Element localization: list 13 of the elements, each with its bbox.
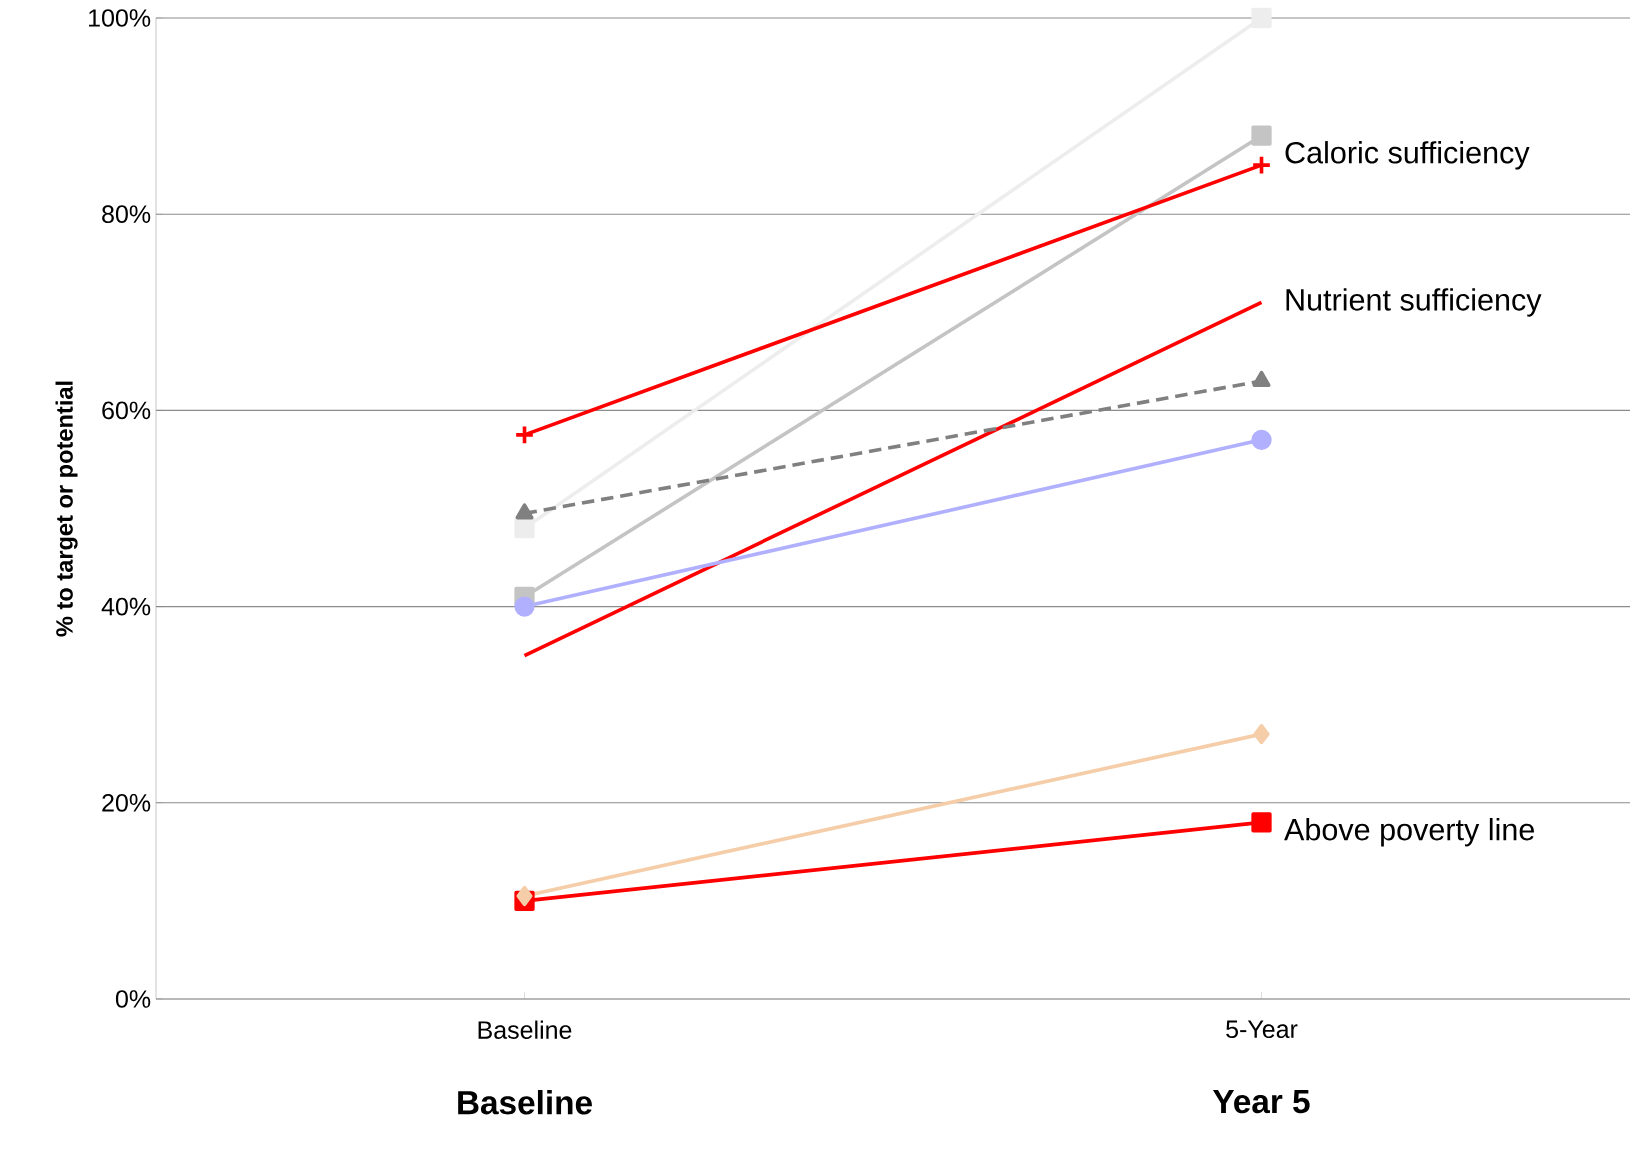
annotation: Caloric sufficiency xyxy=(1285,141,1530,170)
text: Baseline xyxy=(458,1090,592,1115)
y-tick-label: 0% xyxy=(115,990,151,1008)
y-axis-title: % to target or potential xyxy=(55,381,78,637)
annotation: Above poverty line xyxy=(1284,817,1534,847)
y-tick-label: 80% xyxy=(102,205,151,224)
y-tick-label: 60% xyxy=(102,401,151,420)
y-tick-label: 100% xyxy=(89,9,151,27)
y-tick-label: 40% xyxy=(101,597,151,616)
x-tick-label: 5-Year xyxy=(1226,1020,1298,1039)
annotation: Nutrient sufficiency xyxy=(1286,288,1542,317)
text: Year 5 xyxy=(1212,1090,1310,1114)
y-tick-label: 20% xyxy=(102,793,151,812)
